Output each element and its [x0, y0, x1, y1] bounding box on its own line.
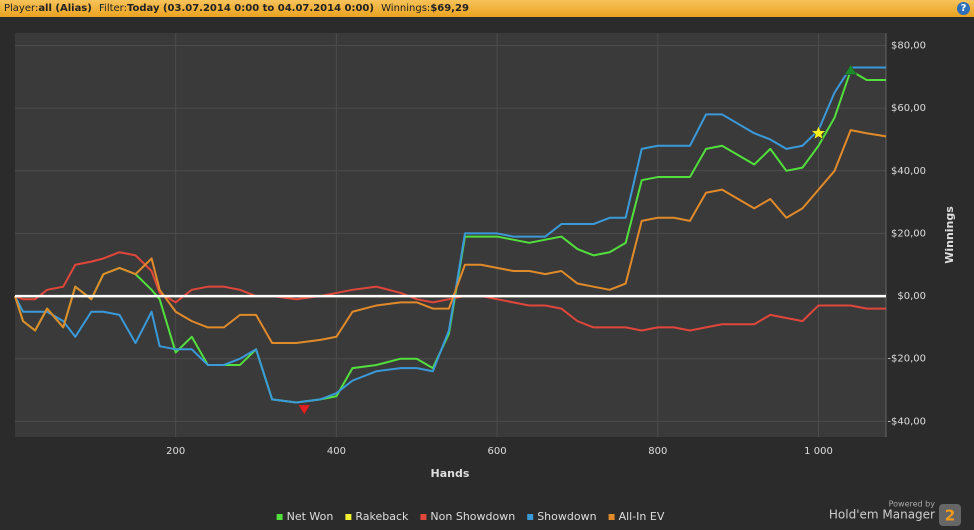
y-tick-label: $60,00: [891, 103, 926, 114]
legend-swatch: [420, 514, 427, 520]
y-tick-label: -$40,00: [887, 416, 926, 427]
marker: [844, 64, 858, 75]
brand-logo: [939, 504, 961, 526]
brand-name: Hold'em Manager: [829, 508, 935, 522]
legend-label: Net Won: [287, 510, 334, 523]
player-value: all (Alias): [38, 3, 92, 14]
series-line: [14, 129, 887, 345]
chart: Hands Winnings Powered by Hold'em Manage…: [14, 33, 961, 526]
legend-label: All-In EV: [619, 510, 665, 523]
y-tick-label: $0,00: [897, 291, 926, 302]
marker: [297, 404, 311, 416]
legend-swatch: [276, 514, 283, 520]
legend-swatch: [527, 514, 534, 520]
legend-swatch: [608, 514, 615, 520]
x-tick-label: 1 000: [804, 446, 833, 457]
help-button[interactable]: ?: [957, 2, 970, 15]
plot-area: [15, 33, 886, 437]
y-tick-label: $80,00: [891, 41, 926, 52]
header-bar: Player:all (Alias) Filter:Today (03.07.2…: [0, 0, 974, 17]
legend-swatch: [345, 514, 352, 520]
player-label: Player:: [4, 3, 39, 14]
x-tick-label: 400: [327, 446, 346, 457]
y-tick-label: -$20,00: [887, 354, 926, 365]
y-tick-label: $20,00: [891, 228, 926, 239]
x-tick-label: 800: [648, 446, 667, 457]
legend: Net Won Rakeback Non Showdown Showdown All-I…: [276, 510, 665, 523]
x-tick-label: 600: [488, 446, 507, 457]
brand-logo-number: 2: [945, 507, 955, 525]
x-tick-label: 200: [166, 446, 185, 457]
x-axis-title: Hands: [431, 467, 470, 480]
filter-label: Filter:: [99, 3, 127, 14]
legend-label: Rakeback: [355, 510, 409, 523]
y-tick-label: $40,00: [891, 166, 926, 177]
legend-label: Non Showdown: [430, 510, 515, 523]
winnings-label: Winnings:: [381, 3, 431, 14]
series-line: [14, 66, 886, 404]
filter-value: Today (03.07.2014 0:00 to 04.07.2014 0:0…: [127, 3, 374, 14]
series-line: [14, 251, 886, 332]
winnings-value: $69,29: [430, 3, 469, 14]
marker: [810, 125, 827, 140]
y-axis-title: Winnings: [943, 206, 956, 264]
legend-label: Showdown: [537, 510, 596, 523]
powered-by: Powered by: [889, 500, 936, 509]
